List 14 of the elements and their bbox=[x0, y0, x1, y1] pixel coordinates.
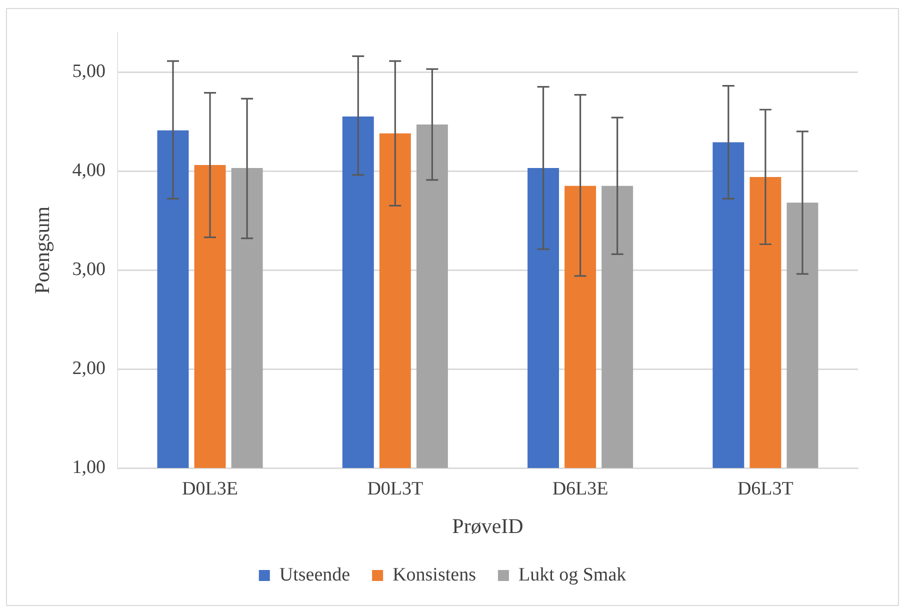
legend-label: Lukt og Smak bbox=[518, 564, 627, 586]
x-tick-label: D6L3T bbox=[737, 478, 794, 500]
y-tick-label: 4,00 bbox=[72, 160, 106, 181]
legend-label: Konsistens bbox=[392, 564, 476, 586]
y-tick-label: 3,00 bbox=[72, 258, 106, 280]
x-tick-label: D0L3E bbox=[182, 478, 238, 500]
y-tick-label: 1,00 bbox=[72, 456, 106, 478]
x-tick-label: D0L3T bbox=[367, 478, 424, 500]
y-tick-label: 2,00 bbox=[72, 358, 106, 379]
x-tick-label: D6L3E bbox=[552, 478, 608, 500]
legend-label: Utseende bbox=[279, 564, 350, 586]
y-axis-title: Poengsum bbox=[30, 206, 54, 294]
x-axis-title: PrøveID bbox=[452, 514, 524, 538]
y-tick-label: 5,00 bbox=[72, 60, 106, 82]
